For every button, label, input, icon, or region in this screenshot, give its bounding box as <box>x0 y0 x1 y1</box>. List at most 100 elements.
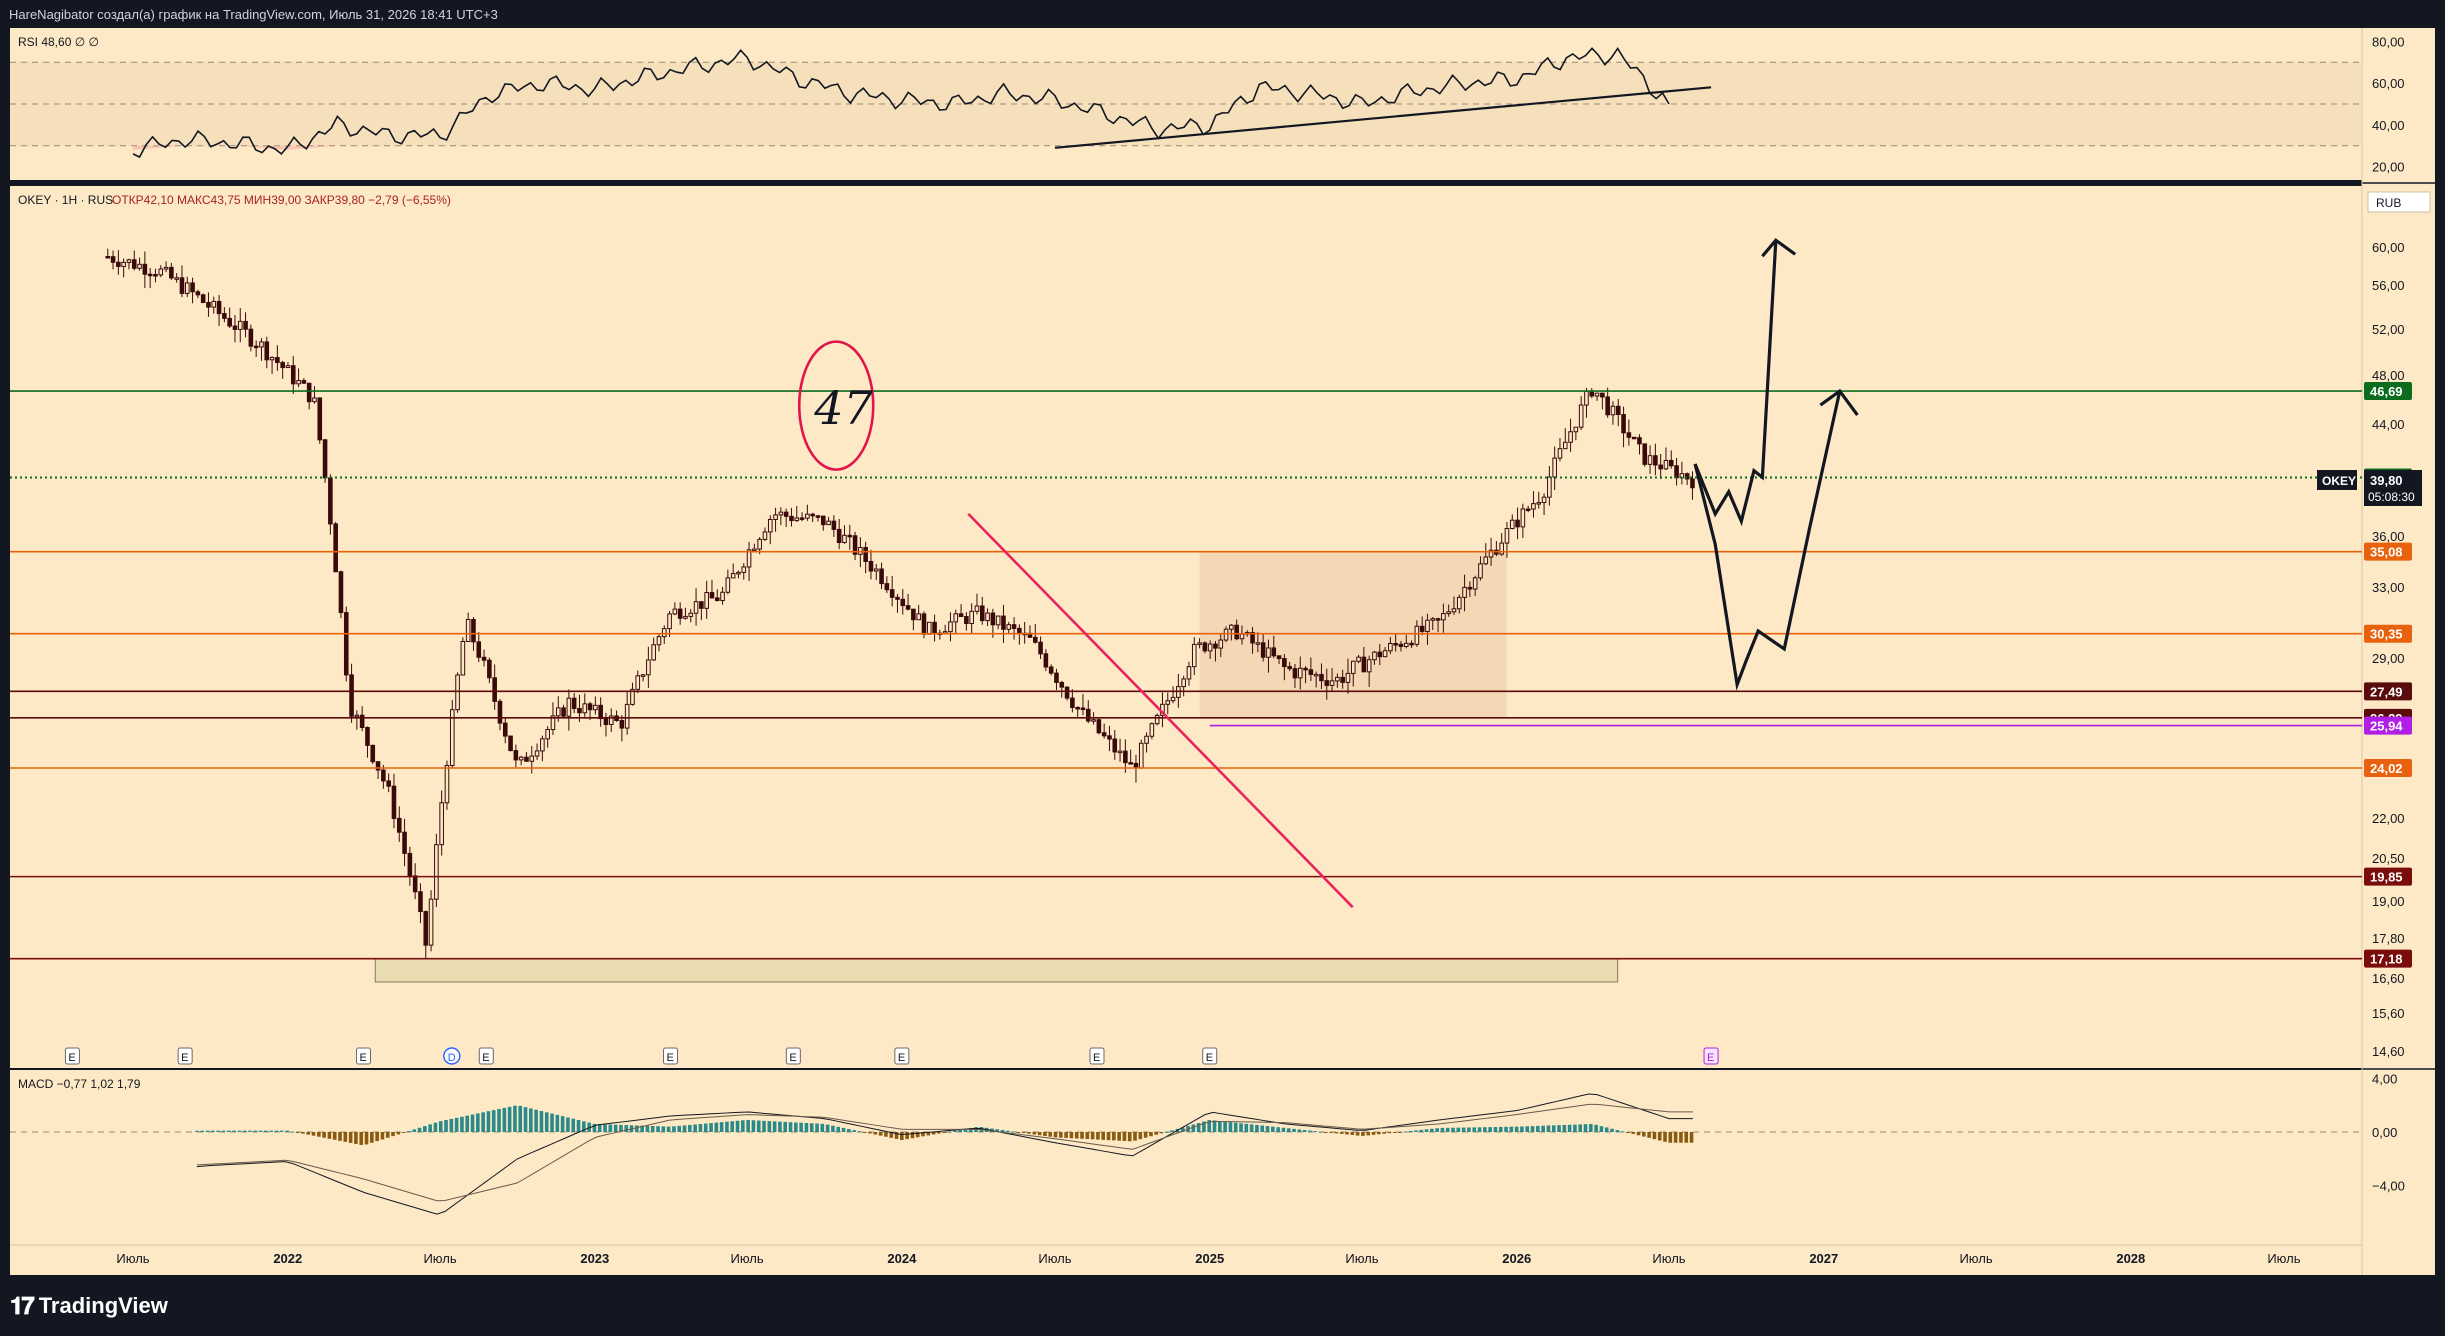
macd-histogram-bar <box>751 1120 756 1132</box>
macd-histogram-bar <box>1069 1132 1074 1139</box>
macd-histogram-bar <box>1689 1132 1694 1143</box>
macd-histogram-bar <box>555 1114 560 1132</box>
candle-body <box>656 636 662 646</box>
macd-histogram-bar <box>195 1130 199 1132</box>
candle-body <box>1414 625 1420 645</box>
macd-histogram-bar <box>354 1132 358 1144</box>
macd-histogram-bar <box>1196 1123 1201 1132</box>
macd-tick-label: 0,00 <box>2372 1125 2397 1140</box>
candle-body <box>1350 660 1356 674</box>
candle-body <box>1303 667 1308 671</box>
candle-body <box>757 538 762 550</box>
candle-body <box>932 621 937 634</box>
tradingview-logo[interactable]: 𝟏𝟕 TradingView <box>10 1290 168 1322</box>
macd-histogram-bar <box>1472 1127 1477 1132</box>
rsi-tick-label: 60,00 <box>2372 76 2405 91</box>
macd-histogram-bar <box>258 1130 263 1132</box>
macd-histogram-bar <box>1271 1126 1275 1132</box>
macd-histogram-bar <box>576 1120 581 1132</box>
earnings-marker <box>1703 1047 1719 1065</box>
macd-histogram-bar <box>529 1108 533 1132</box>
candle-body <box>1266 647 1271 658</box>
macd-histogram-bar <box>470 1114 475 1132</box>
candle-body <box>131 259 137 269</box>
macd-histogram-bar <box>1403 1131 1408 1133</box>
macd-tick-label: −4,00 <box>2372 1179 2405 1194</box>
macd-histogram-bar <box>343 1132 348 1142</box>
macd-histogram-bar <box>862 1132 867 1133</box>
macd-histogram-bar <box>624 1125 629 1132</box>
candle-body <box>688 612 694 617</box>
candle-body <box>730 573 736 579</box>
macd-histogram-bar <box>1567 1124 1572 1132</box>
candle-body <box>142 263 148 275</box>
macd-histogram-bar <box>746 1119 750 1132</box>
candle-body <box>322 439 328 479</box>
time-axis-label: Июль <box>730 1251 763 1266</box>
macd-histogram-bar <box>666 1126 671 1132</box>
time-axis-label: Июль <box>423 1251 456 1266</box>
candle-body <box>428 898 434 946</box>
macd-histogram-bar <box>1604 1127 1609 1132</box>
price-tick-label: 20,50 <box>2372 851 2405 866</box>
macd-histogram-bar <box>1074 1132 1079 1139</box>
candle-body <box>1478 563 1483 579</box>
candle-body <box>1070 697 1075 708</box>
candle-body <box>1642 443 1648 465</box>
macd-histogram-bar <box>1143 1132 1148 1138</box>
candle-body <box>926 621 932 635</box>
earnings-marker <box>478 1047 494 1065</box>
macd-histogram-bar <box>1620 1131 1625 1133</box>
macd-histogram-bar <box>714 1122 719 1132</box>
candle-body <box>571 697 577 709</box>
candle-body <box>1144 735 1149 744</box>
macd-histogram-bar <box>523 1107 528 1132</box>
macd-histogram-bar <box>1520 1126 1524 1132</box>
macd-histogram-bar <box>1377 1132 1381 1135</box>
macd-histogram-bar <box>544 1112 549 1132</box>
candle-body <box>333 523 338 573</box>
level-tag <box>2364 382 2412 401</box>
handwritten-annotation: 47 <box>813 381 873 435</box>
macd-histogram-bar <box>825 1124 830 1132</box>
macd-histogram-bar <box>1223 1121 1227 1132</box>
macd-histogram-bar <box>1509 1126 1514 1132</box>
candle-body <box>1043 653 1049 668</box>
candle-body <box>328 477 333 525</box>
candle-body <box>789 515 794 522</box>
candle-body <box>1117 750 1123 754</box>
macd-histogram-bar <box>444 1120 448 1132</box>
candle-body <box>1578 404 1584 428</box>
candle-body <box>306 382 312 403</box>
macd-histogram-bar <box>809 1123 814 1132</box>
candle-body <box>1011 624 1017 629</box>
candle-body <box>211 300 217 308</box>
candle-body <box>1398 643 1404 647</box>
macd-histogram-bar <box>1615 1130 1620 1132</box>
macd-histogram-bar <box>958 1129 962 1132</box>
earnings-marker-label: E <box>181 1052 188 1064</box>
candle-body <box>1107 735 1112 740</box>
candle-body <box>842 534 847 544</box>
candle-body <box>1356 656 1361 662</box>
macd-histogram-bar <box>799 1122 803 1132</box>
candle-body <box>704 592 709 609</box>
price-scale-bg <box>2362 28 2435 1275</box>
level-tag <box>2364 624 2412 643</box>
currency-box <box>2367 191 2431 213</box>
candle-body <box>227 317 232 327</box>
attribution-bar: HareNagibator создал(а) график на Tradin… <box>0 0 2445 28</box>
price-tick-label: 22,00 <box>2372 811 2405 826</box>
macd-histogram-bar <box>401 1132 406 1133</box>
candle-body <box>921 613 927 635</box>
candle-body <box>1048 666 1054 674</box>
macd-histogram-bar <box>1027 1132 1031 1134</box>
candle-body <box>1001 615 1006 630</box>
macd-histogram-bar <box>311 1132 316 1136</box>
earnings-marker <box>894 1047 910 1065</box>
macd-histogram-bar <box>1212 1120 1217 1132</box>
macd-histogram-bar <box>1159 1132 1164 1134</box>
candle-body <box>1541 496 1547 504</box>
macd-histogram-bar <box>221 1130 226 1132</box>
